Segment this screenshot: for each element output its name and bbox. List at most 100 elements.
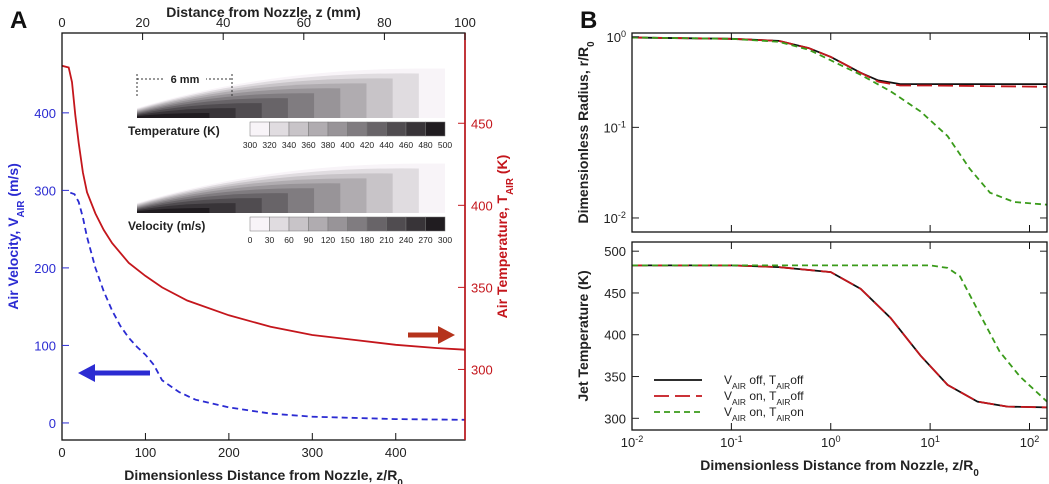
colorbar-cell xyxy=(249,121,270,137)
colorbar-cell xyxy=(366,121,387,137)
x-tick-label: 100 xyxy=(135,445,157,460)
colorbar-label: 420 xyxy=(360,140,374,150)
x-tick-label-part: -1 xyxy=(735,434,743,444)
y-axis-label-part: Dimensionless Radius, r/R xyxy=(575,47,591,224)
colorbar-label: 440 xyxy=(379,140,393,150)
x-tick-label-part: 10 xyxy=(621,435,635,450)
y-axis-label: Air Velocity, VAIR (m/s) xyxy=(5,163,27,310)
colorbar-cell xyxy=(308,216,329,232)
x-tick-label-part: 10 xyxy=(821,435,835,450)
y-tick-label-part: 10 xyxy=(606,30,620,45)
y-tick-label: 500 xyxy=(604,244,626,259)
y-tick-label: 400 xyxy=(604,328,626,343)
colorbar-cell xyxy=(366,216,387,232)
y-tick-label: 300 xyxy=(34,183,56,198)
legend-label-part: on xyxy=(790,405,803,419)
legend-label-part: off xyxy=(790,389,804,403)
y-axis-label-part: Air Velocity, V xyxy=(5,217,21,310)
data-line xyxy=(632,36,1047,88)
y2-axis-label: Air Temperature, TAIR (K) xyxy=(494,155,516,319)
legend-label-part: off xyxy=(790,373,804,387)
legend-label-part: V xyxy=(724,405,732,419)
x-axis-label-part: 0 xyxy=(397,478,403,484)
x-tick-label: 200 xyxy=(218,445,240,460)
x2-tick-label: 20 xyxy=(135,15,149,30)
y-tick-label: 200 xyxy=(34,261,56,276)
colorbar-label: 320 xyxy=(262,140,276,150)
data-line xyxy=(632,36,1047,206)
y-tick-label: 350 xyxy=(604,370,626,385)
contour-band xyxy=(137,208,210,213)
y2-axis-label-part: AIR xyxy=(505,178,516,195)
x2-tick-label: 60 xyxy=(297,15,311,30)
legend-label-part: on, T xyxy=(746,389,777,403)
x-tick-label-part: 0 xyxy=(835,434,840,444)
legend-label-part: off, T xyxy=(746,373,777,387)
x-tick-label: 100 xyxy=(821,434,841,450)
x2-tick-label: 0 xyxy=(58,15,65,30)
colorbar-label: 460 xyxy=(399,140,413,150)
y-tick-label: 10-1 xyxy=(603,119,626,135)
colorbar-cell xyxy=(386,121,407,137)
x-tick-label: 101 xyxy=(920,434,940,450)
legend-label-part: V xyxy=(724,389,732,403)
inset-label: Temperature (K) xyxy=(128,124,220,138)
inset-label: Velocity (m/s) xyxy=(128,219,205,233)
legend-label-part: AIR xyxy=(732,381,746,391)
x-tick-label: 0 xyxy=(58,445,65,460)
colorbar-label: 0 xyxy=(248,235,253,245)
colorbar-label: 300 xyxy=(243,140,257,150)
y-axis-label: Dimensionless Radius, r/R0 xyxy=(575,41,597,224)
colorbar-cell xyxy=(327,121,348,137)
x-axis-label-part: Dimensionless Distance from Nozzle, z/R xyxy=(700,457,973,473)
legend-label-part: V xyxy=(724,373,732,387)
y-axis-label-part: 0 xyxy=(586,41,597,47)
legend-label: VAIR on, TAIRon xyxy=(724,405,804,423)
colorbar-label: 210 xyxy=(379,235,393,245)
colorbar-label: 480 xyxy=(418,140,432,150)
y-tick-label: 0 xyxy=(49,416,56,431)
colorbar-cell xyxy=(327,216,348,232)
colorbar-label: 180 xyxy=(360,235,374,245)
scale-label-bg xyxy=(164,71,206,86)
x-tick-label-part: -2 xyxy=(635,434,643,444)
x-axis-label: Dimensionless Distance from Nozzle, z/R0 xyxy=(124,467,403,484)
plot-frame xyxy=(631,241,1048,431)
colorbar-cell xyxy=(405,216,426,232)
x-tick-label-part: 1 xyxy=(935,434,940,444)
legend-label-part: AIR xyxy=(732,413,746,423)
y2-tick-label: 400 xyxy=(471,198,493,213)
y2-tick-label: 300 xyxy=(471,362,493,377)
colorbar-cell xyxy=(425,121,446,137)
legend-label-part: AIR xyxy=(776,413,790,423)
colorbar-label: 400 xyxy=(340,140,354,150)
plot-frame xyxy=(631,32,1048,233)
legend-label-part: AIR xyxy=(732,397,746,407)
legend-label: VAIR on, TAIRoff xyxy=(724,389,804,407)
colorbar-cell xyxy=(288,216,309,232)
x2-tick-label: 80 xyxy=(377,15,391,30)
colorbar-label: 270 xyxy=(418,235,432,245)
y-tick-label: 450 xyxy=(604,286,626,301)
legend-label-part: AIR xyxy=(776,381,790,391)
legend-label-part: on, T xyxy=(746,405,777,419)
data-line xyxy=(632,264,1047,403)
colorbar-cell xyxy=(386,216,407,232)
x-axis-label-part: Dimensionless Distance from Nozzle, z/R xyxy=(124,467,397,483)
x-tick-label: 10-2 xyxy=(621,434,644,450)
plot-area xyxy=(62,64,465,421)
panel-label: A xyxy=(10,7,27,34)
colorbar-cell xyxy=(269,121,290,137)
colorbar-label: 150 xyxy=(340,235,354,245)
colorbar-cell xyxy=(269,216,290,232)
colorbar-cell xyxy=(308,121,329,137)
panel-label: B xyxy=(580,7,597,34)
x-axis-label: Dimensionless Distance from Nozzle, z/R0 xyxy=(700,457,979,479)
legend-label: VAIR off, TAIRoff xyxy=(724,373,804,391)
colorbar-cell xyxy=(347,216,368,232)
colorbar-label: 300 xyxy=(438,235,452,245)
scale-bar: 6 mm xyxy=(136,71,233,96)
colorbar-label: 30 xyxy=(265,235,275,245)
colorbar-label: 340 xyxy=(282,140,296,150)
